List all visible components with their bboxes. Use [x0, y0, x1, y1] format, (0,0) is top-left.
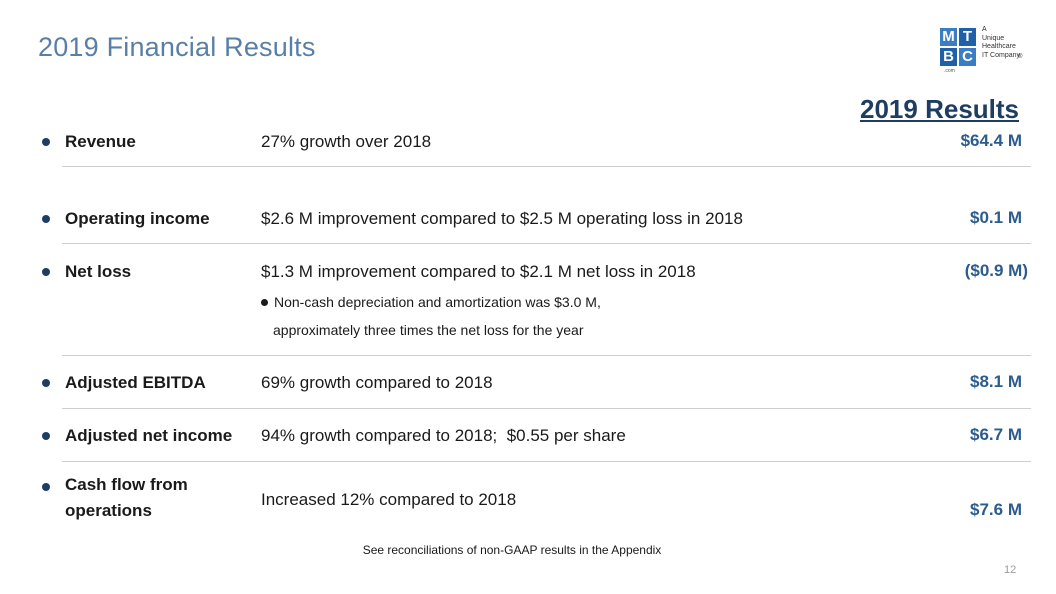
logo-registered-mark: ® [1018, 54, 1023, 60]
bullet-icon [42, 268, 50, 276]
sub-bullet-icon [261, 298, 268, 306]
row-divider [62, 408, 1031, 409]
logo-letter-c: C [959, 48, 976, 66]
row-value: $0.1 M [970, 208, 1022, 227]
bullet-icon [42, 138, 50, 146]
logo-letter-m: M [940, 28, 957, 46]
row-divider [62, 243, 1031, 244]
row-description: $1.3 M improvement compared to $2.1 M ne… [261, 262, 696, 281]
row-divider [62, 355, 1031, 356]
logo-dotcom: .com [944, 68, 955, 74]
logo-letter-b: B [940, 48, 957, 66]
row-sub-note: Non-cash depreciation and amortization w… [261, 288, 601, 344]
row-divider [62, 461, 1031, 462]
row-label: Operating income [65, 209, 210, 228]
bullet-icon [42, 432, 50, 440]
row-description: 94% growth compared to 2018; $0.55 per s… [261, 426, 626, 445]
results-heading: 2019 Results [860, 94, 1019, 124]
row-description: 69% growth compared to 2018 [261, 373, 493, 392]
company-logo: M T B C A Unique Healthcare IT Company ®… [938, 26, 1028, 74]
bullet-icon [42, 215, 50, 223]
row-divider [62, 166, 1031, 167]
row-label: Adjusted EBITDA [65, 373, 206, 392]
row-label: Cash flow from operations [65, 475, 188, 520]
row-label: Revenue [65, 132, 136, 151]
row-description: 27% growth over 2018 [261, 132, 432, 151]
row-value: $7.6 M [970, 500, 1022, 519]
footnote: See reconciliations of non-GAAP results … [362, 543, 662, 557]
page-number: 12 [1004, 564, 1017, 576]
page-title: 2019 Financial Results [38, 32, 316, 62]
bullet-icon [42, 483, 50, 491]
row-value: $6.7 M [970, 425, 1022, 444]
bullet-icon [42, 379, 50, 387]
row-label: Adjusted net income [65, 426, 233, 445]
row-label: Net loss [65, 262, 132, 281]
logo-letter-t: T [959, 28, 976, 46]
logo-tagline: A Unique Healthcare IT Company [982, 26, 1020, 59]
row-value: ($0.9 M) [964, 261, 1028, 280]
row-description: Increased 12% compared to 2018 [261, 490, 517, 509]
row-value: $64.4 M [960, 131, 1022, 150]
row-value: $8.1 M [970, 372, 1022, 391]
row-description: $2.6 M improvement compared to $2.5 M op… [261, 209, 743, 228]
